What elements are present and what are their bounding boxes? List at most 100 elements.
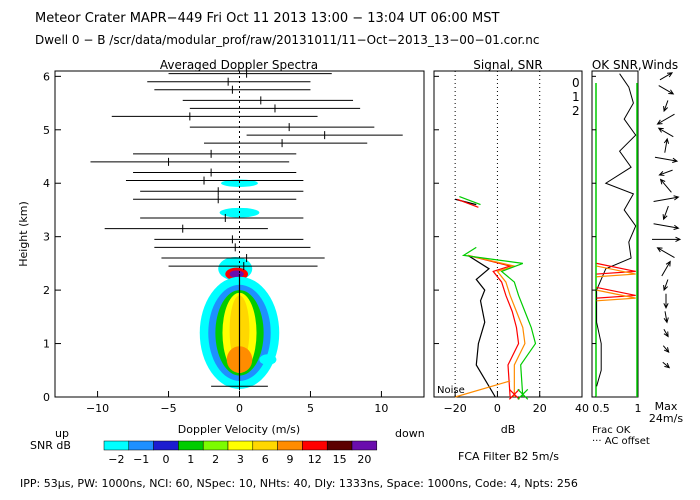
colorbar-cell-3 <box>178 440 204 451</box>
colorbar-level-10: 20 <box>357 453 371 466</box>
frac-ok-xtick-0: 0.5 <box>592 402 610 415</box>
snr-series-orange_noise <box>454 380 511 398</box>
wind-arrow-10 <box>662 205 669 221</box>
wind-arrow-3 <box>656 113 675 125</box>
wind-arrow-0 <box>659 72 674 81</box>
wind-arrow-16 <box>663 293 669 309</box>
colorbar-label: SNR dB <box>30 439 71 452</box>
colorbar-level-7: 9 <box>287 453 294 466</box>
spectra-ytick-label-0: 0 <box>43 391 50 404</box>
spectra-title: Averaged Doppler Spectra <box>160 58 318 72</box>
colorbar-cell-7 <box>277 440 303 451</box>
snr-xtick-label-3: 40 <box>575 402 589 415</box>
ok-spike-2 <box>596 286 636 299</box>
wind-arrow-9 <box>653 195 680 202</box>
ac-offset-label: ··· AC offset <box>592 436 650 447</box>
spectra-ytick-label-6: 6 <box>43 70 50 83</box>
wind-arrow-15 <box>663 279 669 292</box>
colorbar-cell-1 <box>128 440 154 451</box>
series-label-0: 0 <box>572 76 580 90</box>
wind-arrow-5 <box>663 137 670 153</box>
colorbar-level-9: 15 <box>333 453 347 466</box>
series-label-1: 1 <box>572 90 580 104</box>
spectra-xtick-label-3: 5 <box>307 402 314 415</box>
snr-xlabel: dB <box>501 423 516 436</box>
snr-frame <box>433 70 583 398</box>
wind-arrow-2 <box>663 100 669 113</box>
wind-arrow-17 <box>663 311 669 324</box>
snr-xtick-label-2: 20 <box>533 402 547 415</box>
fca-filter: FCA Filter B2 5m/s <box>458 450 559 463</box>
spectra-contour-4 <box>229 270 244 278</box>
colorbar-level-4: 2 <box>212 453 219 466</box>
doppler-spectra-panel: Averaged Doppler Spectra −10 −5 0 5 10 0 1 2 3 4 5… <box>17 58 425 440</box>
snr-marker-0 <box>508 388 520 400</box>
colorbar-cell-8 <box>302 440 328 451</box>
wind-arrow-14 <box>661 260 671 277</box>
snr-series-black <box>467 254 496 398</box>
spectra-ytick-label-4: 4 <box>43 177 50 190</box>
frac-ok-line <box>596 73 637 387</box>
snr-series-green <box>461 246 537 398</box>
wind-arrow-12 <box>652 236 682 242</box>
wind-arrow-4 <box>657 127 674 138</box>
signal-snr-panel: Signal, SNR −20 0 20 40 Noise dB 0 1 2 FCA … <box>433 58 589 463</box>
snr-colorbar: SNR dB −2 −1 0 1 2 3 6 9 12 15 20 <box>30 439 378 466</box>
colorbar-cell-0 <box>103 440 130 451</box>
frac-ok-label: Frac OK <box>592 425 631 436</box>
series-label-2: 2 <box>572 104 580 118</box>
snr-series-orange <box>467 254 526 397</box>
wind-arrow-18 <box>663 328 669 338</box>
wind-arrow-20 <box>662 361 671 369</box>
spectra-ticks: −10 −5 0 5 10 0 1 2 3 4 5 6 <box>43 70 388 415</box>
header-line2: Dwell 0 − B /scr/data/modular_prof/raw/2… <box>35 33 539 47</box>
wind-arrow-6 <box>654 156 679 163</box>
spectra-xtick-label-2: 0 <box>236 402 243 415</box>
spectra-xtick-label-0: −10 <box>86 402 109 415</box>
frac-ok-frame <box>591 70 639 398</box>
spectra-segments <box>90 69 403 397</box>
colorbar-cell-9 <box>326 440 353 451</box>
ok-spike-3 <box>596 289 636 302</box>
colorbar-cell-4 <box>202 440 229 451</box>
snr-ticks: −20 0 20 40 <box>434 75 589 415</box>
snr-xtick-label-1: 0 <box>494 402 501 415</box>
colorbar-cell-5 <box>227 440 254 451</box>
spectra-contour-0 <box>221 179 258 187</box>
colorbar-level-5: 3 <box>237 453 244 466</box>
frac-ok-ticks: 0.5 1 <box>592 75 642 415</box>
colorbar-level-6: 6 <box>262 453 269 466</box>
wind-arrow-7 <box>658 169 673 176</box>
spectra-ylabel: Height (km) <box>17 201 30 267</box>
footer-params: IPP: 53μs, PW: 1000ns, NCI: 60, NSpec: 1… <box>20 477 578 490</box>
ok-spike-0 <box>596 262 636 275</box>
frac-ok-xtick-1: 1 <box>635 402 642 415</box>
colorbar-level-8: 12 <box>308 453 322 466</box>
snr-marker-1 <box>517 388 529 400</box>
snr-title: Signal, SNR <box>473 58 542 72</box>
snr-series <box>454 196 537 400</box>
spectra-ytick-label-5: 5 <box>43 124 50 137</box>
snr-xtick-label-0: −20 <box>444 402 467 415</box>
wind-barbs <box>652 72 682 369</box>
spectra-contour-10 <box>259 354 277 365</box>
frac-ok-polyline <box>596 73 637 387</box>
wind-arrow-11 <box>653 223 680 231</box>
max-label: Max <box>655 400 678 413</box>
max-value: 24m/s <box>649 412 683 425</box>
header-line1: Meteor Crater MAPR−449 Fri Oct 11 2013 1… <box>35 11 500 26</box>
wind-arrow-8 <box>659 178 672 193</box>
snr-series-red <box>467 254 520 398</box>
colorbar-level-3: 1 <box>187 453 194 466</box>
up-label: up <box>55 427 69 440</box>
colorbar-level-2: 0 <box>163 453 170 466</box>
snr-series-green_upper <box>459 196 481 206</box>
noise-label: Noise <box>437 385 465 396</box>
colorbar-level-0: −2 <box>108 453 124 466</box>
wind-arrow-1 <box>658 85 675 95</box>
spectra-ytick-label-3: 3 <box>43 231 50 244</box>
spectra-ytick-label-2: 2 <box>43 284 50 297</box>
spectra-xtick-label-1: −5 <box>160 402 176 415</box>
colorbar-cell-6 <box>252 440 278 451</box>
